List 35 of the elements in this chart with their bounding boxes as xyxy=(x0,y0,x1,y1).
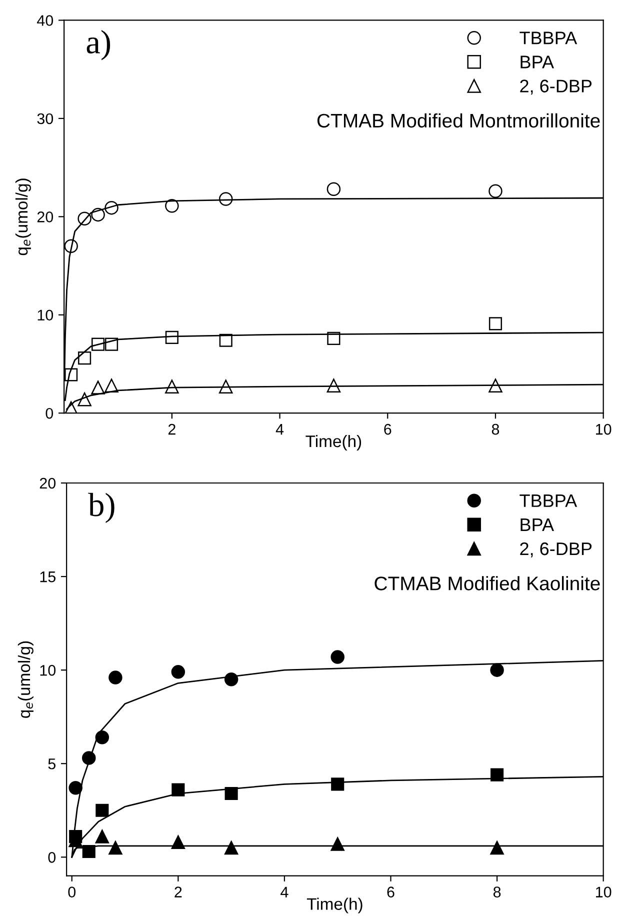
x-tick-label: 8 xyxy=(493,886,501,898)
y-tick-label: 0 xyxy=(48,852,56,863)
x-tick-label: 2 xyxy=(168,424,176,435)
y-tick-label: 30 xyxy=(37,113,54,124)
text: CTMAB Modified Montmorillonite xyxy=(317,113,600,128)
x-tick-label: 2 xyxy=(174,886,182,898)
legend-label: 2, 6-DBP xyxy=(520,542,592,558)
chart-title: b) xyxy=(88,492,114,524)
y-axis-title: q$_{e}$(umol/g) xyxy=(18,641,34,718)
x-tick-label: 6 xyxy=(384,424,392,435)
x-tick-label: 4 xyxy=(276,424,284,435)
y-tick-label: 5 xyxy=(48,758,56,770)
x-tick-label: 10 xyxy=(596,424,612,435)
x-axis-title: Time(h) xyxy=(306,898,362,914)
y-tick-label: 15 xyxy=(40,572,56,582)
y-tick-label: 40 xyxy=(37,15,54,26)
chart-title: a) xyxy=(86,30,110,60)
y-axis-title: q$_{e}$(umol/g) xyxy=(15,178,31,256)
y-tick-label: 10 xyxy=(38,310,54,321)
legend-label: 2, 6-DBP xyxy=(520,80,592,95)
y-tick-label: 10 xyxy=(40,664,56,676)
x-tick-label: 6 xyxy=(387,886,394,898)
y-tick-label: 20 xyxy=(40,478,56,489)
legend-label: BPA xyxy=(520,518,554,531)
text: CTMAB Modified Kaolinite xyxy=(374,576,600,590)
x-tick-label: 8 xyxy=(492,424,500,435)
x-tick-label: 0 xyxy=(68,886,76,898)
legend-label: BPA xyxy=(520,56,554,68)
x-tick-label: 10 xyxy=(596,886,612,898)
y-tick-label: 0 xyxy=(46,408,54,419)
legend-label: TBBPA xyxy=(520,32,578,44)
legend-label: TBBPA xyxy=(520,494,578,507)
y-tick-label: 20 xyxy=(37,212,54,222)
x-tick-label: 4 xyxy=(280,886,288,898)
x-axis-title: Time(h) xyxy=(306,434,362,450)
